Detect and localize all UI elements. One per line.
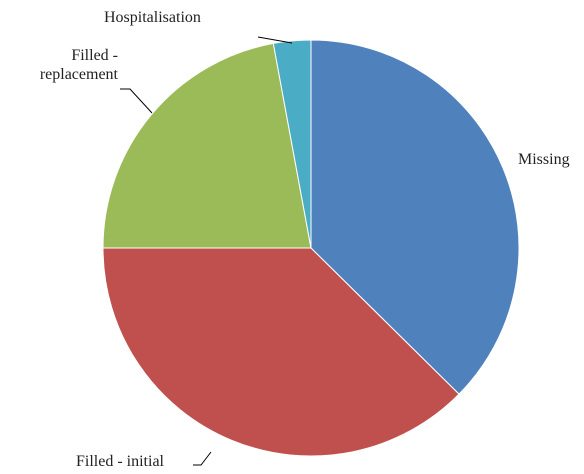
slice-label: Hospitalisation	[104, 9, 201, 26]
pie-slice	[272, 39, 312, 249]
leader-line	[120, 88, 153, 114]
leader-line	[257, 36, 293, 44]
pie-slice	[102, 42, 312, 249]
slices	[102, 39, 520, 457]
slice-label: Missing	[518, 151, 570, 168]
slice-label: Filled - initial	[76, 453, 164, 470]
pie-slice	[102, 247, 460, 457]
slice-label: Filled - replacement	[39, 47, 118, 83]
leader-line	[193, 451, 212, 466]
pie-slice	[310, 39, 520, 395]
